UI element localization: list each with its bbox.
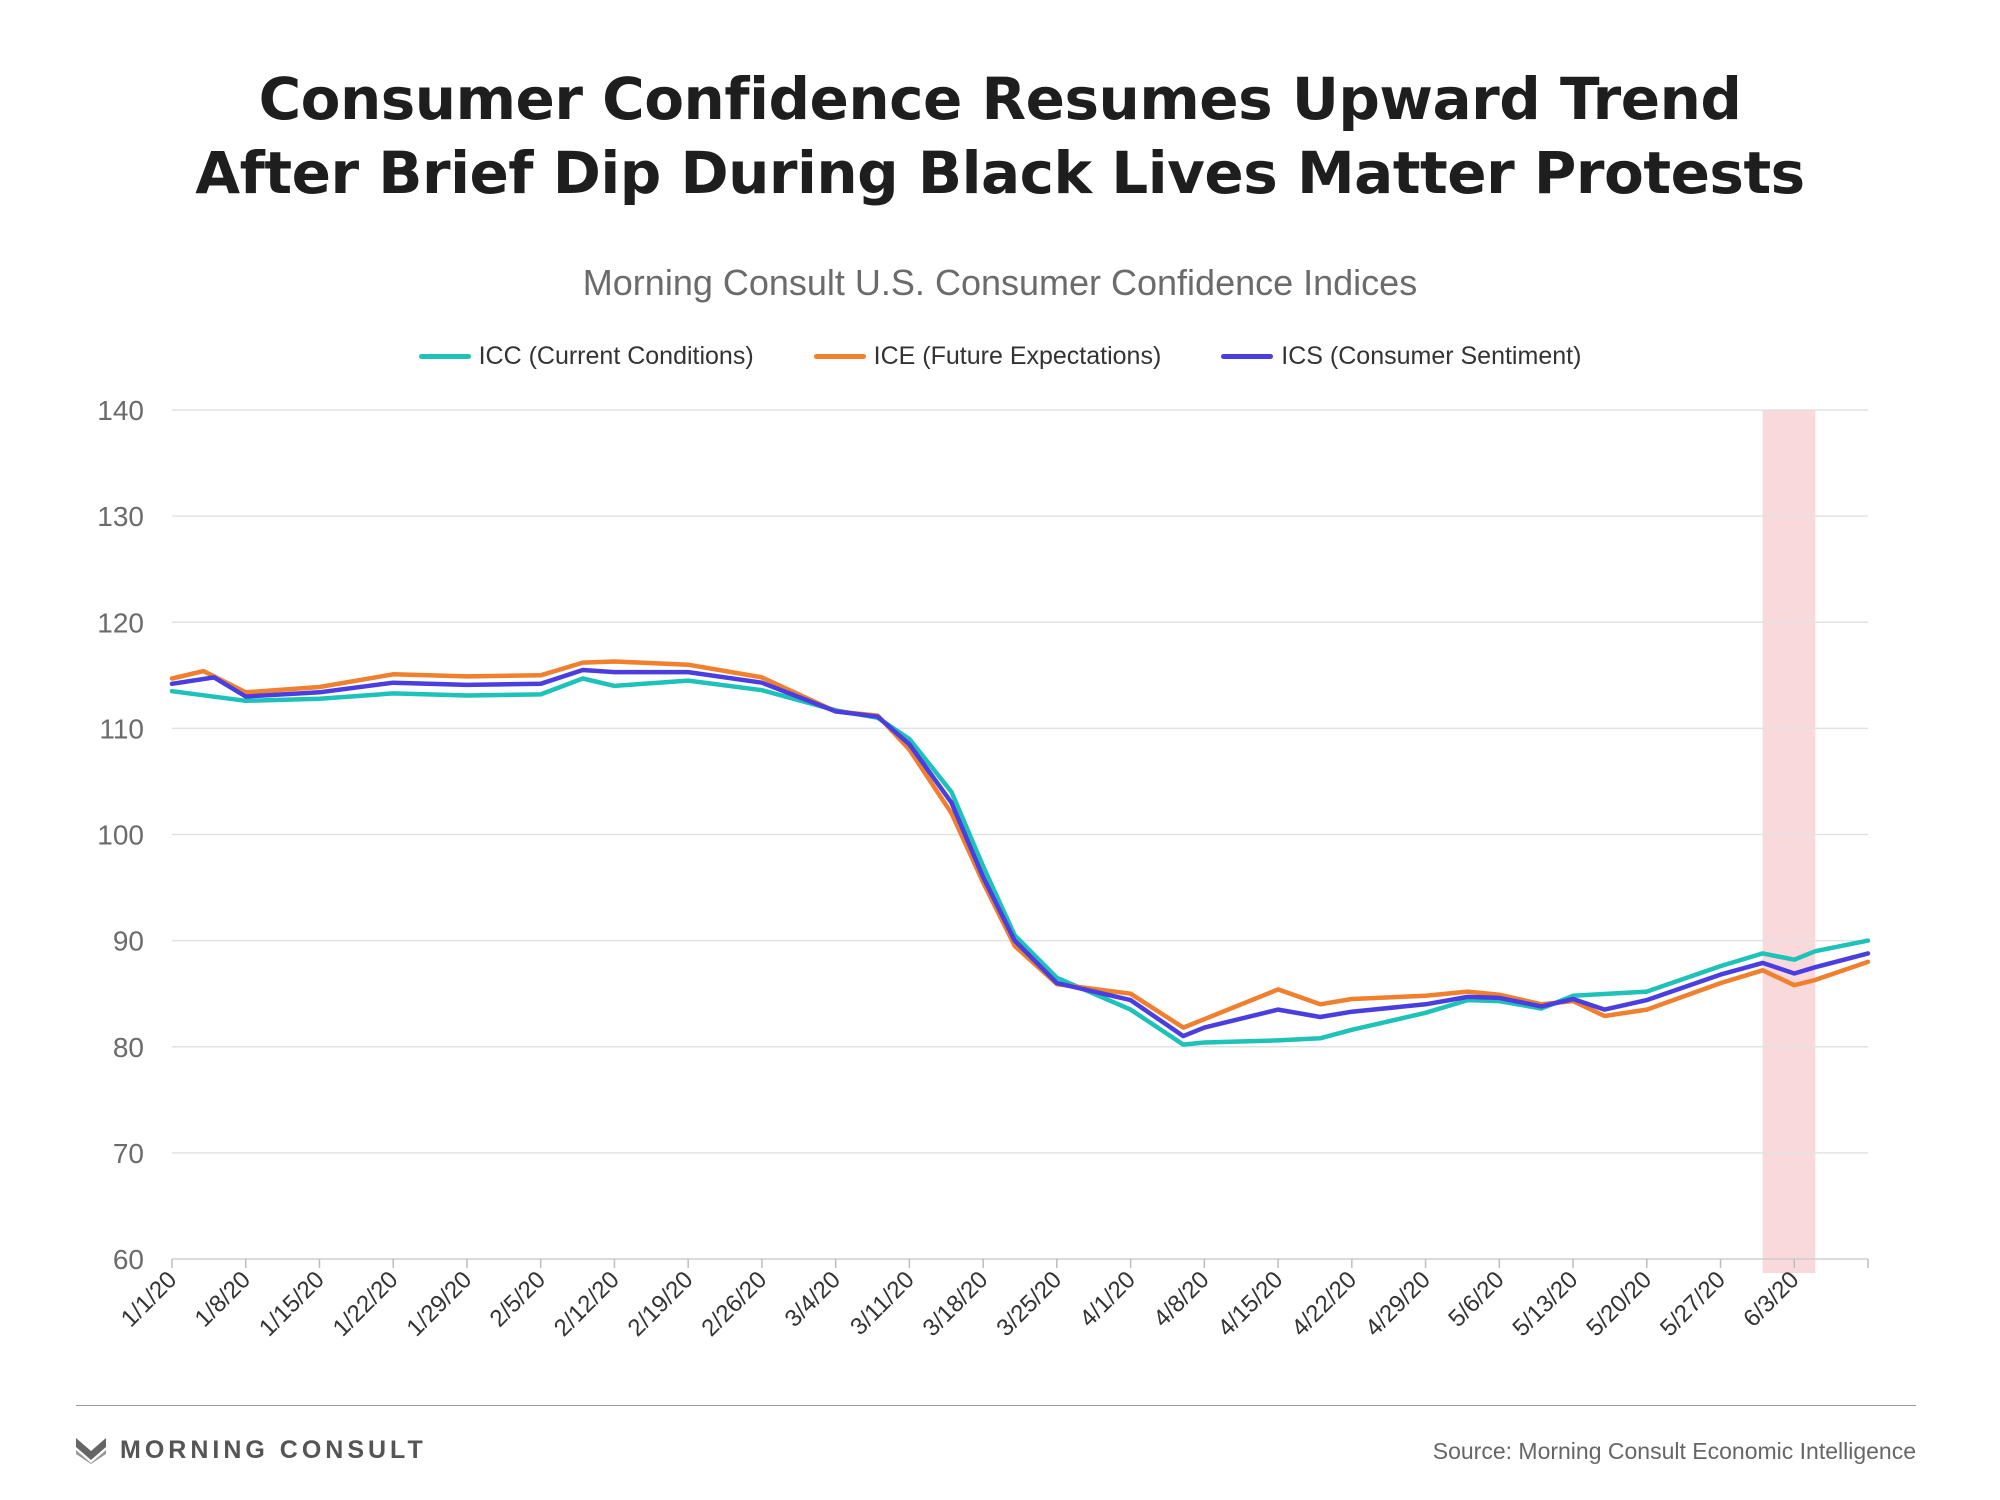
y-tick-label: 80 xyxy=(113,1032,144,1063)
y-tick-label: 100 xyxy=(97,820,144,851)
legend-item-icc: ICC (Current Conditions) xyxy=(418,338,754,374)
x-tick-label: 1/15/20 xyxy=(254,1266,330,1342)
brand-name: MORNING CONSULT xyxy=(120,1436,427,1464)
y-tick-label: 140 xyxy=(97,395,144,426)
x-tick-label: 3/25/20 xyxy=(991,1266,1067,1342)
x-tick-label: 2/12/20 xyxy=(549,1266,625,1342)
legend-swatch-icc xyxy=(418,353,471,359)
legend: ICC (Current Conditions) ICE (Future Exp… xyxy=(0,338,2000,374)
y-tick-label: 70 xyxy=(113,1138,144,1169)
x-tick-label: 2/19/20 xyxy=(623,1266,699,1342)
series-line-ice xyxy=(169,659,1871,1030)
y-tick-label: 110 xyxy=(99,713,144,744)
morning-consult-logo-icon xyxy=(76,1437,106,1464)
x-tick-label: 4/15/20 xyxy=(1213,1266,1289,1342)
legend-item-ice: ICE (Future Expectations) xyxy=(813,338,1162,374)
legend-swatch-ice xyxy=(813,353,866,359)
x-tick-label: 1/8/20 xyxy=(190,1266,256,1332)
title-line-1: Consumer Confidence Resumes Upward Trend xyxy=(258,65,1742,133)
x-tick-label: 1/22/20 xyxy=(328,1266,404,1342)
x-tick-label: 5/27/20 xyxy=(1655,1266,1731,1342)
footer-divider xyxy=(76,1405,1916,1406)
legend-item-ics: ICS (Consumer Sentiment) xyxy=(1221,338,1581,374)
x-tick-label: 3/4/20 xyxy=(780,1266,846,1332)
x-tick-label: 4/29/20 xyxy=(1360,1266,1436,1342)
series-line-icc xyxy=(169,676,1871,1047)
legend-label-ics: ICS (Consumer Sentiment) xyxy=(1281,341,1582,370)
x-tick-label: 3/18/20 xyxy=(918,1266,994,1342)
x-tick-label: 2/26/20 xyxy=(696,1266,772,1342)
source-note: Source: Morning Consult Economic Intelli… xyxy=(1432,1438,1916,1464)
x-tick-label: 2/5/20 xyxy=(485,1266,551,1332)
x-tick-label: 4/8/20 xyxy=(1148,1266,1214,1332)
x-tick-label: 5/13/20 xyxy=(1508,1266,1584,1342)
y-tick-label: 90 xyxy=(113,926,144,957)
x-tick-label: 4/1/20 xyxy=(1075,1266,1141,1332)
y-tick-label: 130 xyxy=(97,501,144,532)
chart-subtitle: Morning Consult U.S. Consumer Confidence… xyxy=(582,262,1418,303)
legend-label-ice: ICE (Future Expectations) xyxy=(873,341,1162,370)
series-line-ics xyxy=(169,667,1871,1039)
y-tick-label: 120 xyxy=(97,607,144,638)
legend-label-icc: ICC (Current Conditions) xyxy=(478,341,754,370)
title-line-2: After Brief Dip During Black Lives Matte… xyxy=(195,139,1805,207)
x-tick-label: 1/1/20 xyxy=(116,1266,182,1332)
chart-title-block: Consumer Confidence Resumes Upward Trend… xyxy=(0,62,2000,210)
line-chart: 60 70 80 90 100 110 120 130 140 1/1/20 1/8/201/15/… xyxy=(97,395,1871,1342)
brand: MORNING CONSULT xyxy=(76,1436,427,1465)
protest-period-highlight xyxy=(1762,410,1816,1273)
legend-swatch-ics xyxy=(1221,353,1274,359)
x-tick-label: 3/11/20 xyxy=(845,1266,919,1340)
x-tick-label: 5/20/20 xyxy=(1581,1266,1657,1342)
x-tick-label: 4/22/20 xyxy=(1286,1266,1362,1342)
x-tick-label: 6/3/20 xyxy=(1738,1266,1804,1332)
y-tick-label: 60 xyxy=(113,1244,144,1275)
x-tick-label: 5/6/20 xyxy=(1443,1266,1509,1332)
x-tick-label: 1/29/20 xyxy=(401,1266,477,1342)
